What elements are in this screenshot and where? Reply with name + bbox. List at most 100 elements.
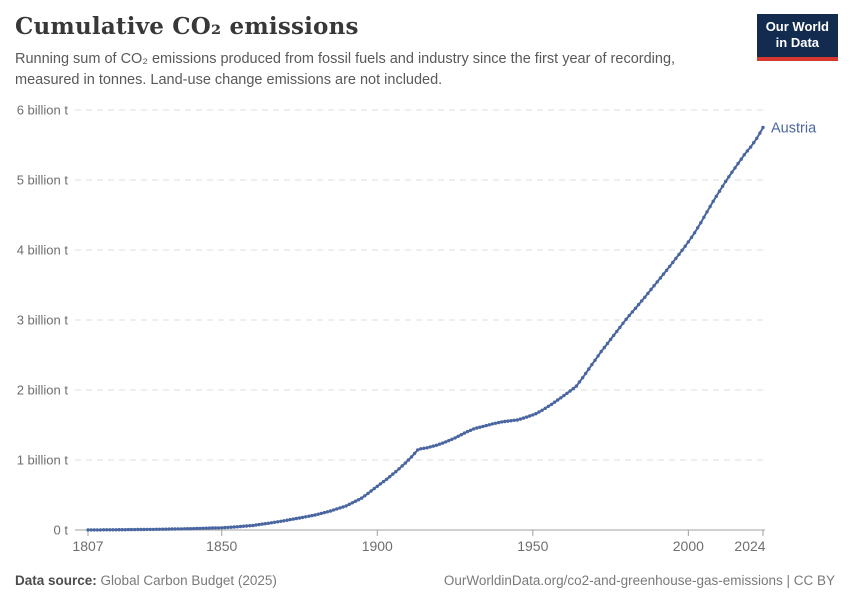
data-point-marker	[478, 425, 482, 429]
data-point-marker	[279, 519, 283, 523]
data-point-marker	[422, 446, 426, 450]
data-point-marker	[658, 276, 663, 280]
data-point-marker	[332, 508, 336, 512]
data-point-marker	[114, 528, 118, 532]
data-point-marker	[244, 524, 249, 528]
data-point-marker	[394, 469, 398, 474]
data-point-marker	[618, 325, 622, 330]
data-point-marker	[313, 513, 317, 517]
data-point-marker	[117, 528, 121, 532]
data-point-marker	[571, 386, 575, 391]
data-point-marker	[568, 389, 572, 393]
data-point-marker	[223, 525, 227, 530]
data-point-marker	[506, 419, 510, 423]
data-point-marker	[276, 520, 280, 524]
data-source-label: Data source:	[15, 573, 97, 588]
data-point-marker	[400, 464, 404, 468]
data-point-marker	[752, 141, 756, 145]
data-point-marker	[584, 371, 588, 376]
data-point-marker	[133, 527, 137, 532]
data-point-marker	[447, 438, 451, 443]
data-point-marker	[241, 524, 246, 528]
data-point-marker	[356, 498, 361, 502]
data-point-marker	[440, 441, 445, 445]
data-point-marker	[111, 528, 115, 532]
data-point-marker	[437, 442, 442, 446]
data-point-marker	[615, 329, 619, 334]
data-point-marker	[602, 345, 607, 350]
citation-link[interactable]: OurWorldinData.org/co2-and-greenhouse-ga…	[443, 573, 835, 588]
data-point-marker	[167, 527, 171, 531]
data-point-marker	[692, 231, 697, 235]
data-point-marker	[630, 310, 635, 314]
data-point-marker	[577, 380, 582, 384]
chart-title: Cumulative CO₂ emissions	[15, 13, 359, 40]
data-point-marker	[599, 349, 603, 354]
data-point-marker	[549, 402, 554, 407]
data-point-marker	[664, 268, 669, 272]
data-point-marker	[509, 419, 513, 423]
data-point-marker	[456, 434, 460, 438]
data-point-marker	[419, 447, 423, 451]
data-point-marker	[397, 467, 401, 471]
data-point-marker	[192, 526, 196, 531]
data-point-marker	[668, 264, 672, 269]
x-axis-tick-label: 1850	[206, 538, 237, 554]
data-point-marker	[546, 404, 551, 408]
data-point-marker	[652, 284, 656, 288]
data-point-marker	[136, 527, 140, 532]
x-axis-tick-label: 2000	[673, 538, 704, 554]
x-axis-tick-label: 1807	[72, 538, 103, 554]
y-axis-tick-label: 0 t	[54, 523, 69, 538]
owid-logo[interactable]: Our World in Data	[756, 14, 838, 61]
data-point-marker	[229, 525, 233, 529]
x-axis-tick-label: 1950	[517, 538, 548, 554]
y-axis-tick-label: 6 billion t	[17, 103, 69, 118]
data-source-note: Data source: Global Carbon Budget (2025)	[15, 573, 277, 588]
data-point-marker	[89, 528, 93, 532]
data-point-marker	[736, 161, 740, 166]
series-line-austria[interactable]	[86, 125, 765, 532]
data-point-marker	[739, 157, 743, 161]
data-point-marker	[195, 526, 199, 531]
data-point-marker	[528, 414, 532, 418]
data-point-marker	[493, 421, 498, 425]
data-point-marker	[363, 494, 367, 498]
data-point-marker	[266, 521, 271, 525]
data-point-marker	[503, 419, 507, 424]
data-point-marker	[391, 472, 395, 476]
data-point-marker	[322, 510, 327, 515]
data-point-marker	[428, 445, 432, 449]
data-point-marker	[269, 521, 274, 525]
data-point-marker	[761, 125, 765, 130]
data-point-marker	[142, 527, 146, 532]
data-point-marker	[164, 527, 168, 531]
data-point-marker	[216, 526, 221, 530]
data-point-marker	[213, 526, 218, 530]
data-point-marker	[210, 526, 215, 530]
data-point-marker	[263, 522, 267, 526]
data-point-marker	[297, 516, 302, 520]
data-point-marker	[344, 504, 348, 508]
data-point-marker	[176, 527, 180, 531]
data-point-marker	[347, 502, 351, 506]
data-point-marker	[624, 317, 628, 321]
data-point-marker	[661, 272, 666, 276]
data-point-marker	[590, 362, 594, 367]
entity-label-austria[interactable]: Austria	[771, 121, 817, 137]
data-point-marker	[680, 248, 684, 252]
data-point-marker	[702, 215, 706, 219]
data-point-marker	[105, 528, 109, 532]
data-point-marker	[686, 240, 690, 244]
data-point-marker	[612, 333, 616, 338]
data-point-marker	[248, 524, 252, 528]
data-point-marker	[696, 226, 700, 230]
data-point-marker	[378, 482, 383, 486]
data-point-marker	[434, 443, 439, 447]
data-point-marker	[683, 244, 687, 248]
data-point-marker	[316, 512, 320, 516]
data-point-marker	[459, 433, 463, 437]
data-point-marker	[711, 199, 715, 203]
